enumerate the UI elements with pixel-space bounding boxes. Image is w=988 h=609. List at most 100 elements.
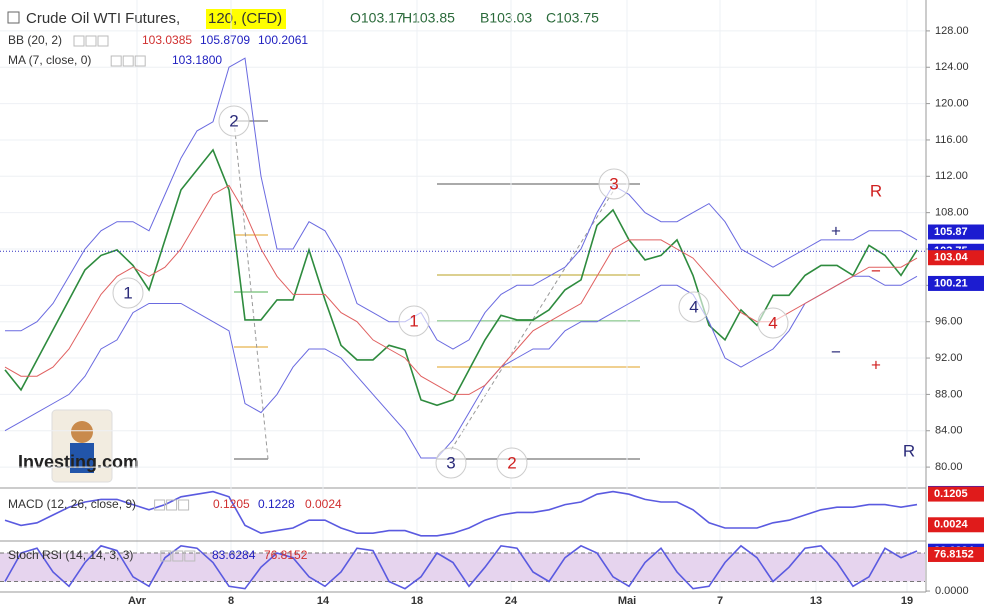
indicator-value: 0.0024 [305, 497, 342, 511]
wave-circle [496, 447, 528, 479]
series-line [4, 275, 918, 459]
price-marker [928, 224, 984, 240]
series-line [5, 57, 918, 350]
y-tick-label: 108.00 [935, 207, 969, 219]
y-tick-label: 128.00 [935, 25, 969, 37]
indicator-icon[interactable] [110, 55, 122, 67]
ohlc-value: O103.17 [350, 10, 404, 26]
wave-circle [598, 168, 630, 200]
wave-label: 4 [689, 297, 698, 316]
wave-label: 3 [609, 174, 618, 193]
indicator-icon[interactable] [97, 35, 109, 47]
watermark: Investing.com [18, 452, 139, 472]
x-tick-label: Mai [618, 595, 636, 607]
price-marker [928, 275, 984, 291]
indicator-value: 83.6284 [212, 548, 256, 562]
y-tick-label: 96.00 [935, 316, 963, 328]
wave-label: 2 [507, 453, 516, 472]
series-line [4, 490, 918, 537]
indicator-label: MACD (12, 26, close, 9) [8, 497, 136, 511]
y-tick-label: 84.00 [935, 425, 963, 437]
wave-circle [435, 447, 467, 479]
x-tick-label: 8 [228, 595, 234, 607]
ohlc-value: C103.75 [546, 10, 599, 26]
x-tick-label: 24 [505, 595, 518, 607]
wave-label: 2 [229, 111, 238, 130]
wave-label: R [870, 181, 882, 200]
indicator-icon[interactable] [134, 55, 146, 67]
indicator-value: 0.1228 [258, 497, 295, 511]
wave-label: − [871, 261, 881, 280]
trend-line [233, 120, 269, 460]
indicator-icon[interactable] [184, 550, 196, 562]
y-tick-label: 124.00 [935, 61, 969, 73]
y-tick-label: 0.0000 [935, 585, 969, 597]
wave-label: 4 [768, 313, 777, 332]
y-tick-label: 88.00 [935, 388, 963, 400]
indicator-value: 76.8152 [264, 548, 308, 562]
x-tick-label: 19 [901, 595, 913, 607]
wave-label: 3 [446, 453, 455, 472]
x-tick-label: 7 [717, 595, 723, 607]
y-tick-label: 120.00 [935, 98, 969, 110]
wave-circle [112, 277, 144, 309]
interval: 120, (CFD) [208, 10, 282, 27]
indicator-icon[interactable] [122, 55, 134, 67]
indicator-value: 103.1800 [172, 53, 222, 67]
wave-label: + [871, 355, 881, 374]
price-marker [928, 486, 984, 502]
x-tick-label: 18 [411, 595, 423, 607]
wave-label: 1 [123, 283, 132, 302]
y-tick-label: 80.00 [935, 461, 963, 473]
wave-label: 1 [409, 311, 418, 330]
indicator-icon[interactable] [178, 499, 190, 511]
indicator-value: 105.8709 [200, 33, 250, 47]
indicator-value: 0.1205 [213, 497, 250, 511]
price-marker-label: 100.21 [934, 277, 968, 289]
collapse-icon[interactable] [7, 11, 20, 24]
wave-label: R [903, 441, 915, 460]
y-tick-label: 92.00 [935, 352, 963, 364]
watermark-logo [70, 443, 94, 473]
interval-highlight [206, 9, 286, 29]
ohlc-value: B103.03 [480, 10, 532, 26]
indicator-value: 103.0385 [142, 33, 192, 47]
symbol: Crude Oil WTI Futures, [26, 10, 180, 27]
indicator-icon[interactable] [160, 550, 172, 562]
indicator-value: 100.2061 [258, 33, 308, 47]
indicator-label: BB (20, 2) [8, 33, 62, 47]
ohlc-value: H103.85 [402, 10, 455, 26]
trend-line [450, 189, 615, 451]
series-line [4, 544, 918, 590]
y-tick-label: 112.00 [935, 170, 968, 182]
indicator-icon[interactable] [172, 550, 184, 562]
x-tick-label: Avr [128, 595, 147, 607]
price-marker-label: 0.1205 [934, 488, 968, 500]
y-tick-label: 116.00 [935, 134, 968, 146]
wave-label: + [831, 221, 841, 240]
price-marker-label: 103.04 [934, 252, 969, 264]
indicator-icon[interactable] [166, 499, 178, 511]
wave-circle [678, 291, 710, 323]
price-marker-label: 105.87 [934, 226, 968, 238]
price-marker [928, 517, 984, 533]
price-marker [928, 250, 984, 266]
indicator-icon[interactable] [154, 499, 166, 511]
drawings [233, 120, 640, 460]
price-marker-label: 76.8152 [934, 548, 974, 560]
indicator-label: Stoch RSI (14, 14, 3, 3) [8, 548, 133, 562]
x-tick-label: 13 [810, 595, 822, 607]
indicator-icon[interactable] [73, 35, 85, 47]
x-tick-label: 14 [317, 595, 330, 607]
price-marker [928, 546, 984, 562]
wave-label: − [831, 342, 841, 361]
price-marker-label: 0.0024 [934, 519, 969, 531]
wave-circle [218, 105, 250, 137]
indicator-icon[interactable] [85, 35, 97, 47]
watermark-logo [71, 421, 93, 443]
indicator-label: MA (7, close, 0) [8, 53, 91, 67]
wave-circle [757, 307, 789, 339]
wave-circle [398, 305, 430, 337]
